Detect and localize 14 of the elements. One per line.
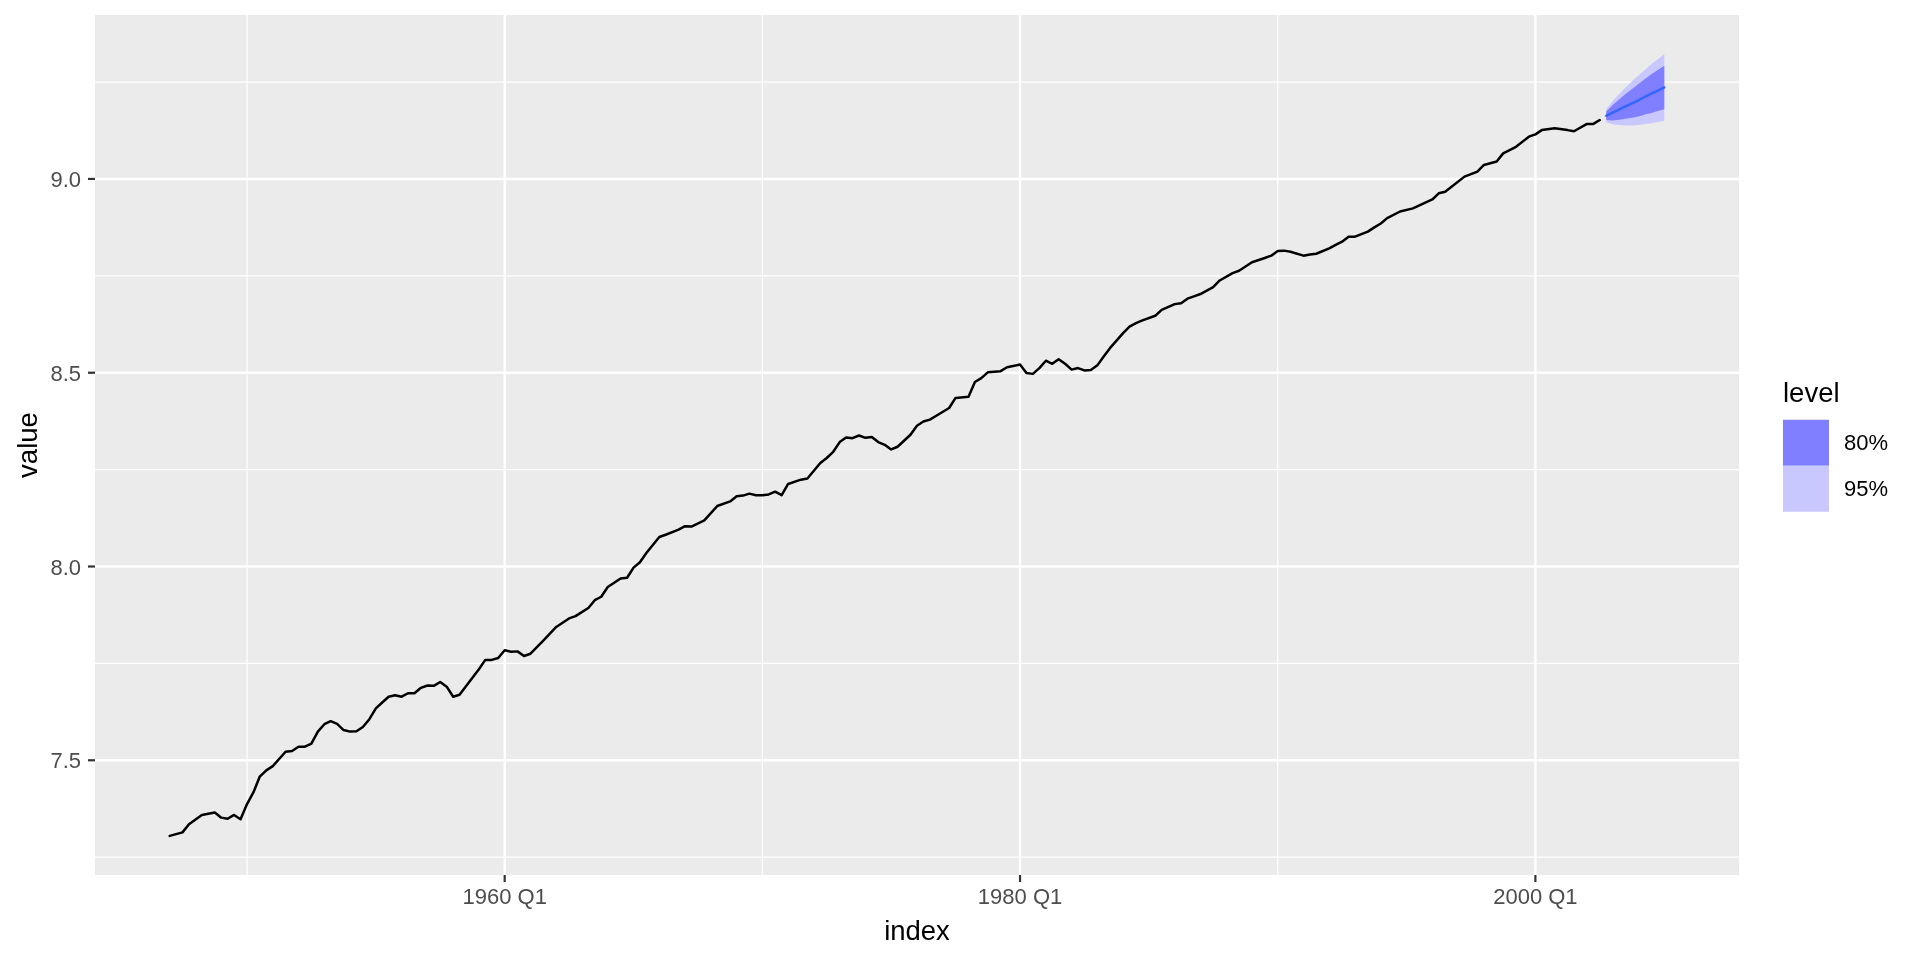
legend-title: level <box>1783 376 1841 408</box>
x-tick-label: 1960 Q1 <box>462 884 547 909</box>
y-tick-label: 9.0 <box>50 166 81 192</box>
legend-label: 80% <box>1844 429 1889 455</box>
x-tick-label: 2000 Q1 <box>1493 884 1578 909</box>
y-axis-title: value <box>12 412 44 478</box>
y-tick-label: 7.5 <box>50 748 81 774</box>
line-series <box>1604 86 1666 118</box>
y-tick-label: 8.5 <box>50 360 81 386</box>
x-axis-title: index <box>884 915 950 946</box>
x-tick-label: 1980 Q1 <box>977 884 1063 909</box>
legend-label: 95% <box>1844 475 1889 501</box>
y-tick-label: 8.0 <box>50 554 81 580</box>
line-series <box>168 118 1601 838</box>
